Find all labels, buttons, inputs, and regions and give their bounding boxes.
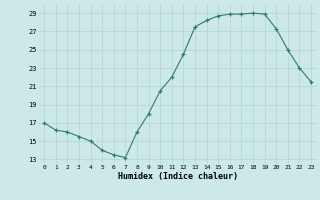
X-axis label: Humidex (Indice chaleur): Humidex (Indice chaleur) (118, 172, 238, 181)
